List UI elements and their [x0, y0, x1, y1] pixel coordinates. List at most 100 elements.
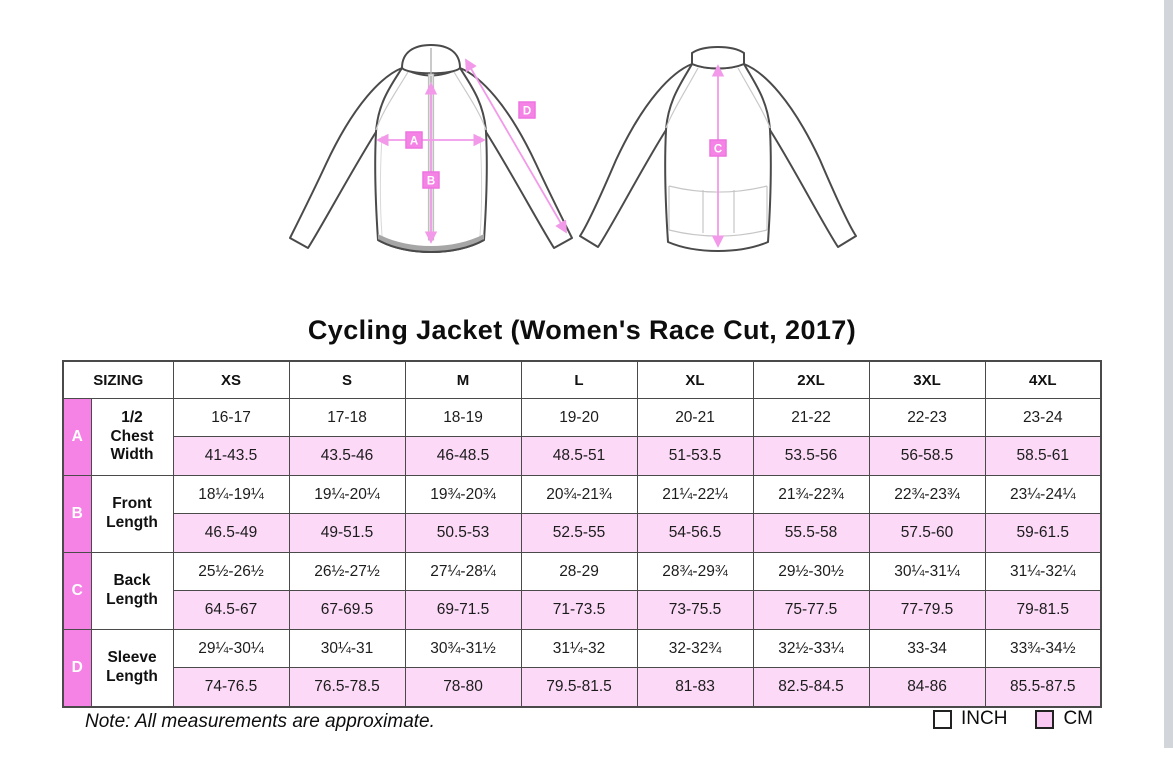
inch-value-cell: 21¼-22¼ [636, 475, 754, 514]
back-collar [691, 46, 745, 70]
inch-value-cell: 29¼-30¼ [172, 629, 290, 668]
inch-value-cell: 21-22 [752, 398, 870, 437]
measure-label-a: A [405, 131, 423, 149]
cm-value-cell: 84-86 [868, 667, 986, 708]
cm-value-cell: 51-53.5 [636, 436, 754, 476]
size-table-body: SIZING XS S M L XL 2XL 3XL 4XL A 1/2 Chest Width 16… [62, 360, 1102, 708]
inch-value-cell: 31¼-32 [520, 629, 638, 668]
size-column-header: L [520, 360, 638, 399]
cm-value-cell: 75-77.5 [752, 590, 870, 630]
cm-value-cell: 54-56.5 [636, 513, 754, 553]
cm-value-cell: 76.5-78.5 [288, 667, 406, 708]
inch-value-cell: 33¾-34½ [984, 629, 1102, 668]
size-column-header: S [288, 360, 406, 399]
inch-value-cell: 28¾-29¾ [636, 552, 754, 591]
cm-value-cell: 71-73.5 [520, 590, 638, 630]
sizing-header: SIZING [62, 360, 174, 399]
svg-text:A: A [410, 136, 418, 148]
measure-name: Sleeve Length [90, 629, 174, 708]
inch-value-cell: 16-17 [172, 398, 290, 437]
svg-text:D: D [523, 106, 531, 118]
inch-value-cell: 30¼-31¼ [868, 552, 986, 591]
size-column-header: M [404, 360, 522, 399]
size-column-header: 4XL [984, 360, 1102, 399]
cm-value-cell: 50.5-53 [404, 513, 522, 553]
inch-value-cell: 28-29 [520, 552, 638, 591]
cm-value-cell: 56-58.5 [868, 436, 986, 476]
inch-value-cell: 23-24 [984, 398, 1102, 437]
measure-name: 1/2 Chest Width [90, 398, 174, 476]
inch-value-cell: 17-18 [288, 398, 406, 437]
cm-value-cell: 52.5-55 [520, 513, 638, 553]
inch-legend-label: INCH [961, 708, 1008, 729]
cm-value-cell: 57.5-60 [868, 513, 986, 553]
cm-value-cell: 55.5-58 [752, 513, 870, 553]
cm-value-cell: 41-43.5 [172, 436, 290, 476]
cm-value-cell: 43.5-46 [288, 436, 406, 476]
inch-value-cell: 30¼-31 [288, 629, 406, 668]
size-column-header: XS [172, 360, 290, 399]
inch-value-cell: 20-21 [636, 398, 754, 437]
inch-value-cell: 19¾-20¾ [404, 475, 522, 514]
inch-value-cell: 18-19 [404, 398, 522, 437]
inch-value-cell: 18¼-19¼ [172, 475, 290, 514]
unit-legend: INCH CM [933, 708, 1093, 730]
cm-value-cell: 79-81.5 [984, 590, 1102, 630]
inch-value-cell: 22-23 [868, 398, 986, 437]
measure-arrow-d [465, 58, 567, 234]
cm-value-cell: 53.5-56 [752, 436, 870, 476]
measure-letter-c: C [62, 552, 92, 630]
size-table: SIZING XS S M L XL 2XL 3XL 4XL A 1/2 Chest Width 16… [62, 360, 1103, 708]
cm-value-cell: 77-79.5 [868, 590, 986, 630]
inch-value-cell: 32½-33¼ [752, 629, 870, 668]
inch-value-cell: 22¾-23¾ [868, 475, 986, 514]
cm-value-cell: 81-83 [636, 667, 754, 708]
cm-value-cell: 46.5-49 [172, 513, 290, 553]
cm-legend-label: CM [1063, 708, 1094, 729]
inch-value-cell: 31¼-32¼ [984, 552, 1102, 591]
inch-value-cell: 19¼-20¼ [288, 475, 406, 514]
measure-letter-b: B [62, 475, 92, 553]
back-jacket-diagram: C [579, 46, 857, 252]
cm-value-cell: 67-69.5 [288, 590, 406, 630]
inch-value-cell: 32-32¾ [636, 629, 754, 668]
front-hem-shading [378, 234, 484, 252]
cm-value-cell: 64.5-67 [172, 590, 290, 630]
size-column-header: XL [636, 360, 754, 399]
cm-value-cell: 59-61.5 [984, 513, 1102, 553]
cm-value-cell: 69-71.5 [404, 590, 522, 630]
inch-swatch [933, 709, 952, 729]
inch-value-cell: 21¾-22¾ [752, 475, 870, 514]
cm-value-cell: 85.5-87.5 [984, 667, 1102, 708]
front-left-sleeve [289, 67, 403, 249]
note-text: Note: All measurements are approximate. [85, 711, 435, 732]
page-title: Cycling Jacket (Women's Race Cut, 2017) [307, 315, 857, 345]
inch-value-cell: 20¾-21¾ [520, 475, 638, 514]
cm-value-cell: 78-80 [404, 667, 522, 708]
cm-value-cell: 48.5-51 [520, 436, 638, 476]
front-jacket-diagram: A B D [289, 44, 573, 253]
cm-value-cell: 73-75.5 [636, 590, 754, 630]
inch-value-cell: 29½-30½ [752, 552, 870, 591]
inch-value-cell: 27¼-28¼ [404, 552, 522, 591]
size-column-header: 2XL [752, 360, 870, 399]
scrollbar[interactable] [1164, 0, 1173, 748]
cm-value-cell: 82.5-84.5 [752, 667, 870, 708]
cm-value-cell: 74-76.5 [172, 667, 290, 708]
cm-value-cell: 79.5-81.5 [520, 667, 638, 708]
svg-text:B: B [427, 176, 435, 188]
measure-label-c: C [709, 139, 727, 157]
cm-value-cell: 46-48.5 [404, 436, 522, 476]
inch-value-cell: 30¾-31½ [404, 629, 522, 668]
inch-value-cell: 26½-27½ [288, 552, 406, 591]
inch-value-cell: 23¼-24¼ [984, 475, 1102, 514]
measure-name: Front Length [90, 475, 174, 553]
cm-value-cell: 49-51.5 [288, 513, 406, 553]
cm-swatch [1035, 709, 1055, 729]
measure-name: Back Length [90, 552, 174, 630]
measure-label-d: D [518, 101, 536, 119]
svg-text:C: C [714, 144, 722, 156]
size-column-header: 3XL [868, 360, 986, 399]
measure-letter-d: D [62, 629, 92, 708]
back-right-sleeve [743, 63, 857, 248]
